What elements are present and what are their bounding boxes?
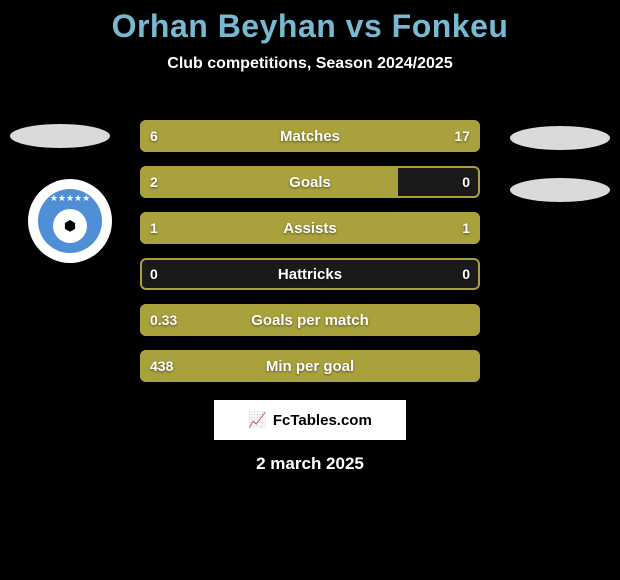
- soccer-ball-icon: [53, 209, 87, 243]
- player-left-ellipse: [10, 124, 110, 148]
- footer-badge[interactable]: 📈 FcTables.com: [212, 398, 408, 442]
- club-badge-inner: ★★★★★: [38, 189, 102, 253]
- bar-row: 617Matches: [140, 120, 480, 152]
- comparison-bars: 617Matches 20Goals 11Assists 00Hattricks 0.3…: [140, 120, 480, 396]
- bar-label: Matches: [140, 120, 480, 152]
- player-right-ellipse-1: [510, 126, 610, 150]
- bar-row: 20Goals: [140, 166, 480, 198]
- bar-row: 00Hattricks: [140, 258, 480, 290]
- footer-label: FcTables.com: [273, 412, 372, 429]
- bar-row: 0.33Goals per match: [140, 304, 480, 336]
- comparison-canvas: Orhan Beyhan vs Fonkeu Club competitions…: [0, 0, 620, 580]
- page-subtitle: Club competitions, Season 2024/2025: [0, 55, 620, 73]
- player-right-ellipse-2: [510, 178, 610, 202]
- bar-label: Assists: [140, 212, 480, 244]
- bar-label: Min per goal: [140, 350, 480, 382]
- bar-label: Goals per match: [140, 304, 480, 336]
- club-badge-stars: ★★★★★: [38, 193, 102, 204]
- chart-icon: 📈: [248, 411, 267, 429]
- bar-row: 438Min per goal: [140, 350, 480, 382]
- bar-row: 11Assists: [140, 212, 480, 244]
- club-badge-outer: ★★★★★: [28, 179, 112, 263]
- bar-label: Hattricks: [140, 258, 480, 290]
- club-badge: ★★★★★: [20, 178, 120, 264]
- bar-label: Goals: [140, 166, 480, 198]
- page-title: Orhan Beyhan vs Fonkeu: [0, 0, 620, 45]
- snapshot-date: 2 march 2025: [0, 454, 620, 474]
